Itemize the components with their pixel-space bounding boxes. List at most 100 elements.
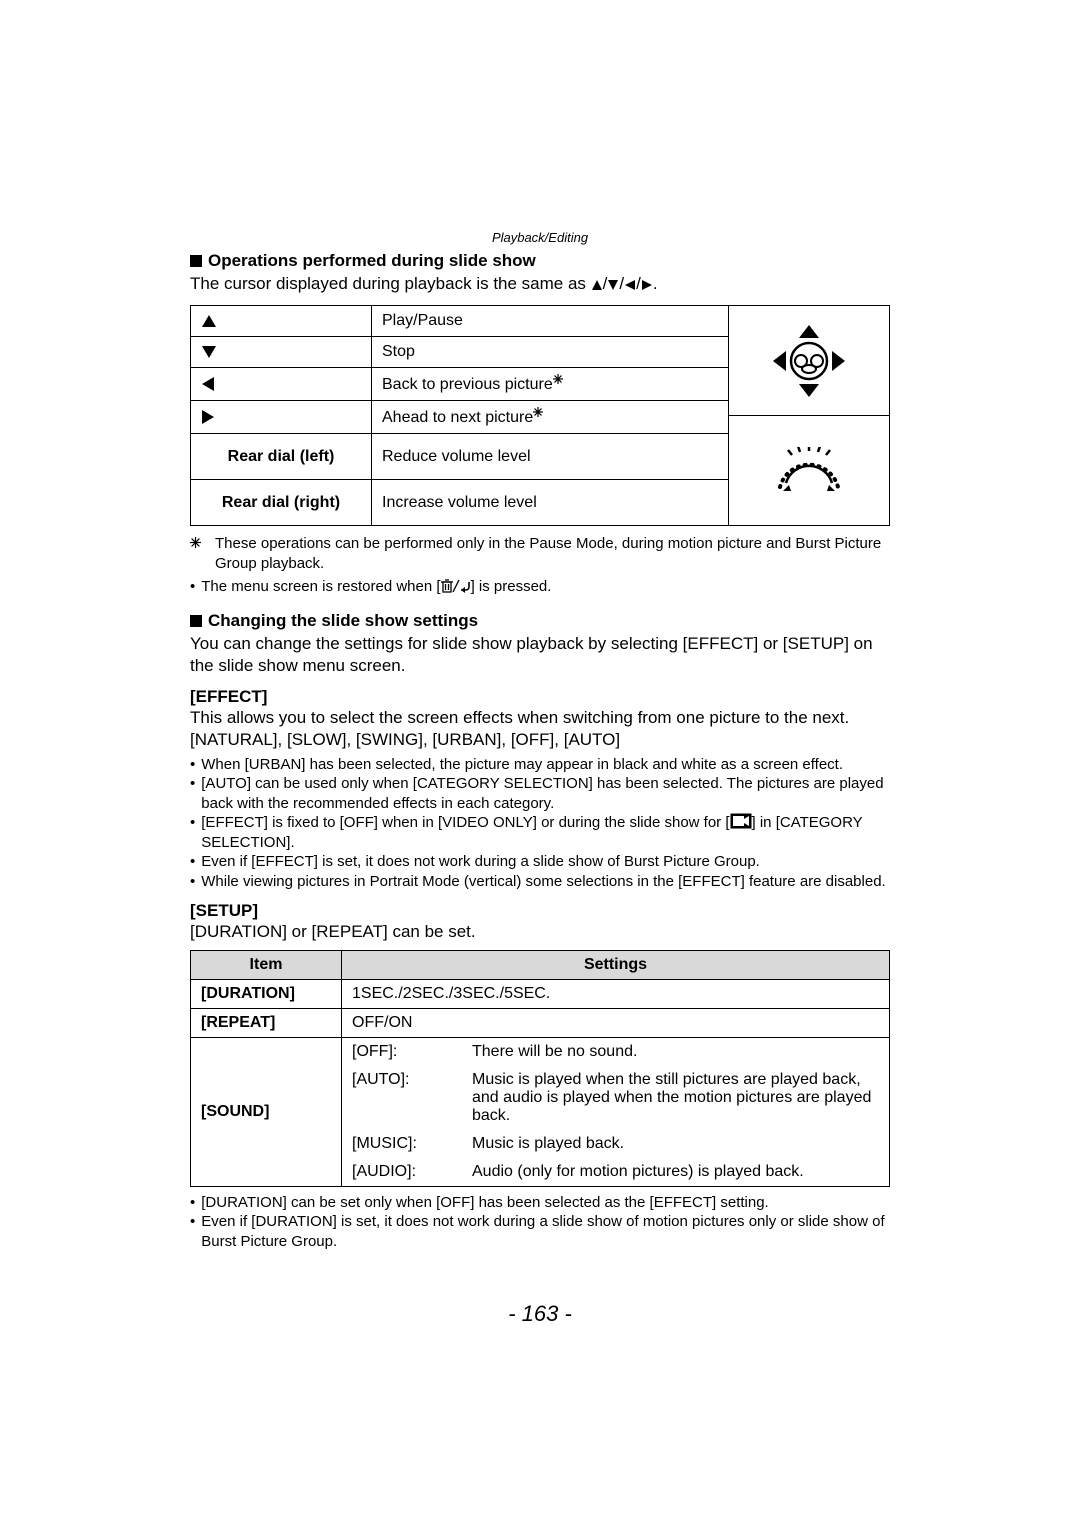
- setup-header-item: Item: [191, 950, 342, 979]
- trash-return-icon: [441, 579, 471, 593]
- footnote-star-text: These operations can be performed only i…: [215, 534, 890, 573]
- effect-title: [EFFECT]: [190, 687, 890, 707]
- menu-restore-text: The menu screen is restored when [ ] is …: [201, 577, 551, 597]
- operations-heading-text: Operations performed during slide show: [208, 251, 536, 271]
- op-desc: Play/Pause: [372, 306, 729, 337]
- dpad-icon: [770, 322, 848, 400]
- rear-dial-right-label: Rear dial (right): [191, 480, 372, 526]
- bullet-icon: •: [190, 1193, 195, 1213]
- sound-val: Audio (only for motion pictures) is play…: [472, 1163, 879, 1181]
- table-header-row: Item Settings: [191, 950, 890, 979]
- setup-note-text: [DURATION] can be set only when [OFF] ha…: [201, 1193, 768, 1213]
- change-settings-heading-text: Changing the slide show settings: [208, 611, 478, 631]
- diagram-column: [729, 305, 890, 526]
- square-bullet-icon: [190, 615, 202, 627]
- breadcrumb: Playback/Editing: [190, 230, 890, 245]
- operations-intro: The cursor displayed during playback is …: [190, 273, 890, 295]
- op-desc: Reduce volume level: [372, 434, 729, 480]
- operations-row: Play/Pause Stop Back to previous picture: [190, 305, 890, 526]
- bullet-icon: •: [190, 1212, 195, 1251]
- bullet-icon: •: [190, 755, 195, 775]
- sound-val: There will be no sound.: [472, 1043, 879, 1061]
- asterisk-icon: [190, 537, 201, 573]
- op-desc-text: Ahead to next picture: [382, 409, 533, 426]
- up-triangle-icon: [591, 279, 603, 291]
- op-desc: Back to previous picture: [372, 368, 729, 401]
- right-cell: [191, 401, 372, 434]
- table-row: Stop: [191, 337, 729, 368]
- op-desc: Increase volume level: [372, 480, 729, 526]
- sound-label: [SOUND]: [191, 1037, 342, 1186]
- bullet-icon: •: [190, 852, 195, 872]
- table-row: Rear dial (right) Increase volume level: [191, 480, 729, 526]
- effect-bullet-text: When [URBAN] has been selected, the pict…: [201, 755, 843, 775]
- effect-line2: [NATURAL], [SLOW], [SWING], [URBAN], [OF…: [190, 729, 890, 751]
- setup-title: [SETUP]: [190, 901, 890, 921]
- effect-line1: This allows you to select the screen eff…: [190, 707, 890, 729]
- sound-key: [AUTO]:: [352, 1071, 462, 1125]
- bullet-icon: •: [190, 774, 195, 813]
- change-settings-heading: Changing the slide show settings: [190, 611, 890, 631]
- setup-notes: • [DURATION] can be set only when [OFF] h…: [190, 1193, 890, 1252]
- up-triangle-icon: [201, 314, 217, 328]
- ops-intro-pre: The cursor displayed during playback is …: [190, 274, 591, 293]
- table-row: [DURATION] 1SEC./2SEC./3SEC./5SEC.: [191, 979, 890, 1008]
- sound-key: [OFF]:: [352, 1043, 462, 1061]
- sound-key: [AUDIO]:: [352, 1163, 462, 1181]
- right-triangle-icon: [201, 409, 215, 425]
- bullet-icon: •: [190, 872, 195, 892]
- table-row: [REPEAT] OFF/ON: [191, 1008, 890, 1037]
- bullet-icon: •: [190, 813, 195, 852]
- square-bullet-icon: [190, 255, 202, 267]
- table-row: Back to previous picture: [191, 368, 729, 401]
- setup-note-text: Even if [DURATION] is set, it does not w…: [201, 1212, 890, 1251]
- effect-b3-pre: [EFFECT] is fixed to [OFF] when in [VIDE…: [201, 814, 729, 831]
- dpad-diagram-cell: [729, 306, 889, 415]
- sound-val: Music is played back.: [472, 1135, 879, 1153]
- left-cell: [191, 368, 372, 401]
- sound-key: [MUSIC]:: [352, 1135, 462, 1153]
- effect-bullet-text: While viewing pictures in Portrait Mode …: [201, 872, 885, 892]
- down-cell: [191, 337, 372, 368]
- effect-bullet-text: Even if [EFFECT] is set, it does not wor…: [201, 852, 760, 872]
- left-triangle-icon: [624, 279, 636, 291]
- page-number: - 163 -: [190, 1301, 890, 1327]
- menu-restore-post: ] is pressed.: [471, 578, 552, 595]
- op-desc: Ahead to next picture: [372, 401, 729, 434]
- operations-table: Play/Pause Stop Back to previous picture: [190, 305, 729, 526]
- op-desc-text: Back to previous picture: [382, 376, 553, 393]
- bullet-icon: •: [190, 577, 195, 597]
- right-triangle-icon: [641, 279, 653, 291]
- dial-icon: [774, 447, 844, 495]
- table-row: Play/Pause: [191, 306, 729, 337]
- duration-value: 1SEC./2SEC./3SEC./5SEC.: [342, 979, 890, 1008]
- sound-val: Music is played when the still pictures …: [472, 1071, 879, 1125]
- table-row: [SOUND] [OFF]: There will be no sound. […: [191, 1037, 890, 1186]
- up-cell: [191, 306, 372, 337]
- menu-restore-note: • The menu screen is restored when [: [190, 577, 890, 597]
- op-desc: Stop: [372, 337, 729, 368]
- setup-intro: [DURATION] or [REPEAT] can be set.: [190, 921, 890, 943]
- left-triangle-icon: [201, 376, 215, 392]
- ops-intro-post: .: [653, 274, 658, 293]
- sound-settings: [OFF]: There will be no sound. [AUTO]: M…: [342, 1037, 890, 1186]
- down-triangle-icon: [201, 345, 217, 359]
- repeat-label: [REPEAT]: [191, 1008, 342, 1037]
- effect-bullets: • When [URBAN] has been selected, the pic…: [190, 755, 890, 892]
- change-settings-body: You can change the settings for slide sh…: [190, 633, 890, 677]
- effect-bullet-text: [AUTO] can be used only when [CATEGORY S…: [201, 774, 890, 813]
- setup-header-settings: Settings: [342, 950, 890, 979]
- asterisk-icon: [533, 407, 543, 417]
- duration-label: [DURATION]: [191, 979, 342, 1008]
- menu-restore-pre: The menu screen is restored when [: [201, 578, 440, 595]
- repeat-value: OFF/ON: [342, 1008, 890, 1037]
- table-row: Rear dial (left) Reduce volume level: [191, 434, 729, 480]
- operations-heading: Operations performed during slide show: [190, 251, 890, 271]
- dial-diagram-cell: [729, 415, 889, 525]
- effect-bullet-text: [EFFECT] is fixed to [OFF] when in [VIDE…: [201, 813, 890, 852]
- table-row: Ahead to next picture: [191, 401, 729, 434]
- rear-dial-left-label: Rear dial (left): [191, 434, 372, 480]
- down-triangle-icon: [607, 279, 619, 291]
- setup-table: Item Settings [DURATION] 1SEC./2SEC./3SE…: [190, 950, 890, 1187]
- asterisk-icon: [553, 374, 563, 384]
